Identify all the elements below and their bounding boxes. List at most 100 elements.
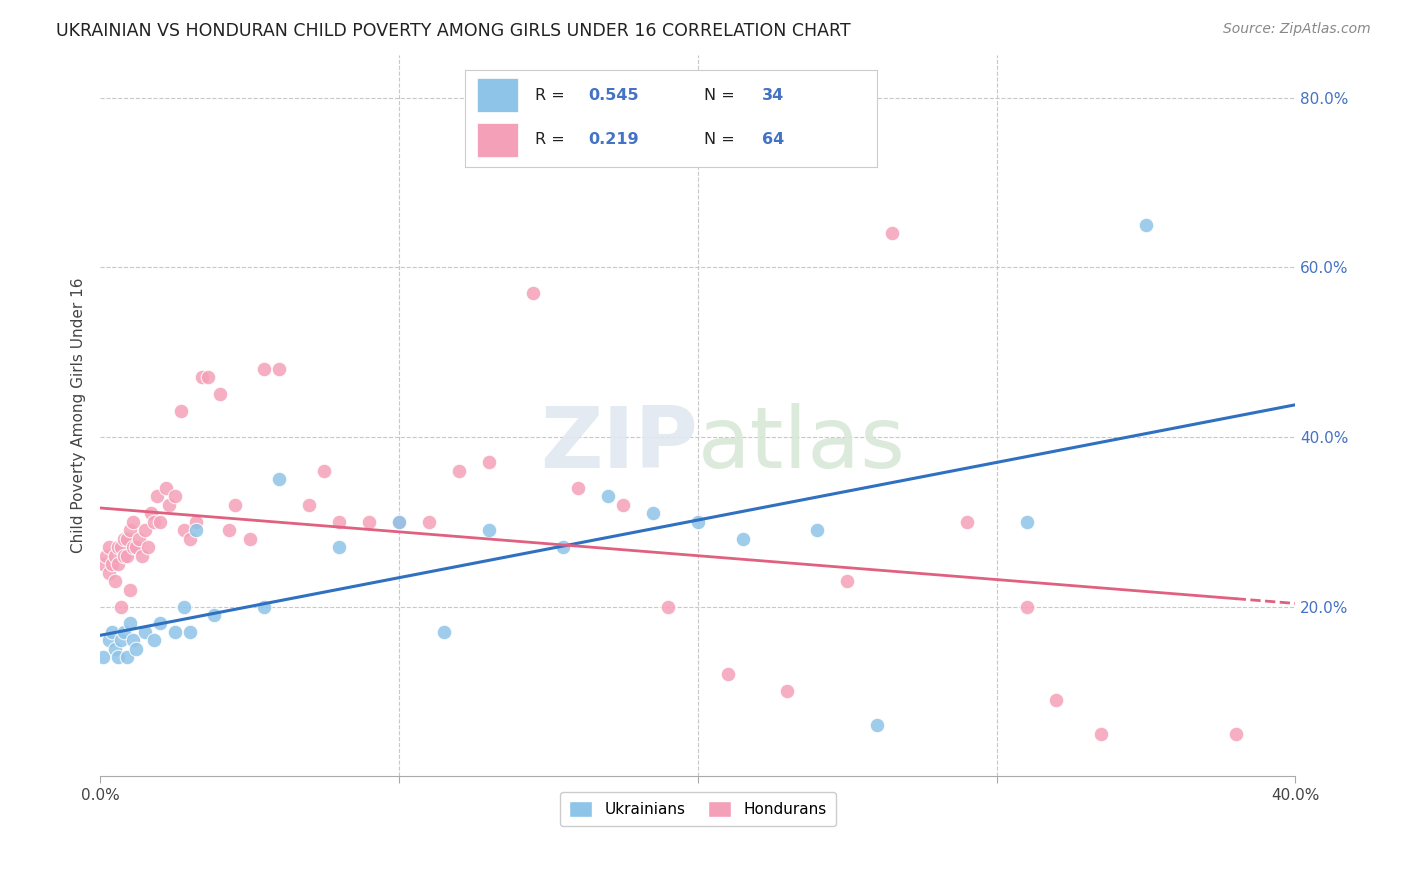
Point xyxy=(149,616,172,631)
Point xyxy=(101,557,124,571)
Point xyxy=(806,523,828,537)
Point xyxy=(115,532,138,546)
Point xyxy=(107,557,129,571)
Point xyxy=(717,667,740,681)
Point xyxy=(202,607,225,622)
Point xyxy=(447,464,470,478)
Point xyxy=(253,599,276,614)
Legend: Ukrainians, Hondurans: Ukrainians, Hondurans xyxy=(560,792,835,826)
Point xyxy=(91,650,114,665)
Point xyxy=(149,515,172,529)
Point xyxy=(253,362,276,376)
Point xyxy=(170,404,193,418)
Point xyxy=(122,515,145,529)
Point xyxy=(184,515,207,529)
Point xyxy=(388,515,411,529)
Point xyxy=(328,515,350,529)
Point xyxy=(1090,727,1112,741)
Point xyxy=(110,633,132,648)
Point xyxy=(478,523,501,537)
Point xyxy=(184,523,207,537)
Point xyxy=(125,642,148,657)
Point xyxy=(112,549,135,563)
Point xyxy=(567,481,589,495)
Point xyxy=(139,506,162,520)
Point xyxy=(553,540,575,554)
Point xyxy=(837,574,859,588)
Point xyxy=(612,498,634,512)
Point xyxy=(173,523,195,537)
Point xyxy=(208,387,231,401)
Point xyxy=(142,515,165,529)
Point xyxy=(418,515,440,529)
Point xyxy=(880,227,903,241)
Point xyxy=(359,515,381,529)
Point xyxy=(155,481,177,495)
Point xyxy=(641,506,664,520)
Point xyxy=(478,455,501,469)
Point xyxy=(157,498,180,512)
Point xyxy=(197,370,219,384)
Point xyxy=(173,599,195,614)
Point xyxy=(190,370,212,384)
Text: Source: ZipAtlas.com: Source: ZipAtlas.com xyxy=(1223,22,1371,37)
Point xyxy=(115,549,138,563)
Point xyxy=(686,515,709,529)
Point xyxy=(134,624,156,639)
Point xyxy=(269,362,291,376)
Point xyxy=(118,582,141,597)
Text: ZIP: ZIP xyxy=(540,403,697,486)
Point xyxy=(1135,218,1157,232)
Point xyxy=(91,557,114,571)
Point xyxy=(122,633,145,648)
Point xyxy=(218,523,240,537)
Point xyxy=(163,489,186,503)
Point xyxy=(657,599,679,614)
Point xyxy=(238,532,260,546)
Text: UKRAINIAN VS HONDURAN CHILD POVERTY AMONG GIRLS UNDER 16 CORRELATION CHART: UKRAINIAN VS HONDURAN CHILD POVERTY AMON… xyxy=(56,22,851,40)
Point xyxy=(110,599,132,614)
Point xyxy=(314,464,336,478)
Point xyxy=(1015,515,1038,529)
Point xyxy=(112,624,135,639)
Point xyxy=(298,498,321,512)
Point xyxy=(118,523,141,537)
Point xyxy=(118,616,141,631)
Point xyxy=(112,532,135,546)
Point xyxy=(866,718,889,732)
Point xyxy=(388,515,411,529)
Point xyxy=(146,489,169,503)
Point xyxy=(134,523,156,537)
Point xyxy=(179,532,201,546)
Point xyxy=(104,574,127,588)
Point xyxy=(433,624,456,639)
Point xyxy=(125,540,148,554)
Point xyxy=(110,540,132,554)
Point xyxy=(128,532,150,546)
Point xyxy=(104,549,127,563)
Point xyxy=(136,540,159,554)
Text: atlas: atlas xyxy=(697,403,905,486)
Point xyxy=(101,624,124,639)
Point xyxy=(163,624,186,639)
Point xyxy=(328,540,350,554)
Point xyxy=(131,549,153,563)
Point xyxy=(98,633,121,648)
Point xyxy=(115,650,138,665)
Point xyxy=(598,489,620,503)
Point xyxy=(1015,599,1038,614)
Y-axis label: Child Poverty Among Girls Under 16: Child Poverty Among Girls Under 16 xyxy=(72,278,86,553)
Point xyxy=(731,532,754,546)
Point xyxy=(224,498,246,512)
Point xyxy=(107,650,129,665)
Point xyxy=(142,633,165,648)
Point xyxy=(956,515,979,529)
Point xyxy=(1045,693,1067,707)
Point xyxy=(98,566,121,580)
Point xyxy=(98,540,121,554)
Point xyxy=(1225,727,1247,741)
Point xyxy=(122,540,145,554)
Point xyxy=(269,472,291,486)
Point xyxy=(104,642,127,657)
Point xyxy=(522,285,544,300)
